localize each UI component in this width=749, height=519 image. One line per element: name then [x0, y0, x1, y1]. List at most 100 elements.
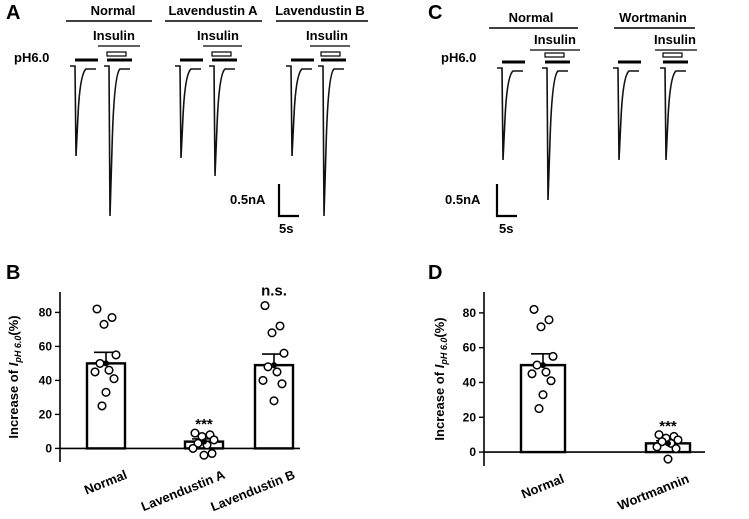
insulin-label-c2: Insulin	[654, 32, 696, 47]
mean-point	[271, 362, 277, 369]
ph-label-a: pH6.0	[14, 50, 49, 65]
bar	[519, 363, 567, 454]
data-point	[190, 428, 200, 438]
trace-c-1-ins	[660, 67, 686, 161]
y-tick-label: 60	[463, 341, 477, 355]
y-tick-label: 0	[469, 445, 476, 459]
y-tick-label: 20	[463, 410, 477, 424]
x-category-label: Normal	[519, 471, 566, 502]
data-point	[260, 301, 270, 311]
y-tick-label: 40	[463, 375, 477, 389]
scale-time-label-a: 5s	[279, 221, 293, 236]
insulin-bar-c-0	[544, 52, 565, 58]
insulin-label-a1: Insulin	[93, 28, 135, 43]
significance-label: ***	[659, 418, 677, 435]
x-category-label: Normal	[82, 467, 129, 498]
data-point	[267, 328, 277, 338]
insulin-label-c1: Insulin	[534, 32, 576, 47]
y-tick-label: 80	[39, 305, 53, 319]
data-point	[277, 379, 287, 389]
significance-label: ***	[195, 416, 213, 433]
scale-current-label-a: 0.5nA	[230, 192, 266, 207]
scale-current-label-c: 0.5nA	[445, 192, 481, 207]
y-tick-label: 80	[463, 306, 477, 320]
data-point	[263, 362, 273, 372]
bar-chart-d: 0 20 40 60 80 Increase of IpH 6.0(%) Normal ***…	[432, 292, 705, 513]
scale-time-label-c: 5s	[499, 221, 513, 236]
trace-header-lavendustin-a: Lavendustin A	[168, 3, 258, 18]
data-point	[188, 443, 198, 453]
trace-a-1-ins	[209, 65, 235, 177]
scale-bar-c	[495, 184, 517, 218]
y-tick-label: 0	[45, 441, 52, 455]
data-point	[671, 444, 681, 454]
data-point	[99, 319, 109, 329]
data-point	[529, 304, 539, 314]
data-point	[538, 390, 548, 400]
trace-header-normal-a: Normal	[91, 3, 136, 18]
scale-bar-a	[277, 184, 299, 218]
mean-point	[540, 362, 546, 369]
trace-a-1-ctrl	[175, 65, 201, 159]
insulin-bar-a-1	[211, 51, 232, 57]
data-point	[269, 396, 279, 406]
data-point	[544, 315, 554, 325]
data-point	[107, 312, 117, 323]
trace-a-0-ins	[104, 65, 130, 217]
panel-label-b: B	[6, 262, 20, 284]
y-axis-label: Increase of IpH 6.0(%)	[432, 317, 449, 440]
trace-c-0-ins	[542, 67, 568, 201]
data-point	[104, 365, 114, 375]
data-point	[207, 448, 217, 459]
mean-point	[201, 438, 207, 445]
trace-header-wortmanin: Wortmanin	[619, 10, 687, 25]
y-tick-label: 40	[39, 373, 53, 387]
x-category-label: Wortmannin	[615, 471, 691, 513]
data-point	[92, 304, 102, 314]
data-point	[258, 375, 268, 385]
mean-point	[103, 360, 109, 367]
data-point	[548, 351, 558, 361]
significance-label: n.s.	[261, 283, 287, 300]
current-traces	[70, 51, 688, 217]
trace-a-0-ctrl	[70, 65, 96, 157]
data-point	[275, 321, 285, 331]
data-point	[199, 450, 209, 460]
data-point	[90, 367, 100, 377]
data-point	[541, 367, 551, 377]
data-point	[97, 401, 107, 411]
panel-label-a: A	[6, 2, 20, 24]
panel-label-c: C	[428, 2, 442, 24]
trace-header-lavendustin-b: Lavendustin B	[275, 3, 365, 18]
y-tick-label: 20	[39, 407, 53, 421]
data-point	[111, 350, 121, 360]
insulin-bar-c-1	[662, 52, 683, 58]
y-tick-label: 60	[39, 339, 53, 353]
ph-label-c: pH6.0	[441, 50, 476, 65]
trace-header-normal-c: Normal	[509, 10, 554, 25]
data-point	[534, 404, 544, 414]
insulin-bar-a-2	[320, 51, 341, 57]
panel-label-d: D	[428, 262, 442, 284]
data-point	[109, 374, 119, 384]
bar-chart-b: 0 20 40 60 80 Increase of IpH 6.0(%) Normal ***…	[6, 283, 300, 514]
data-point	[272, 367, 282, 377]
data-point	[663, 454, 673, 464]
data-point	[209, 435, 219, 445]
data-point	[546, 376, 556, 386]
data-point	[673, 435, 683, 445]
insulin-label-a2: Insulin	[197, 28, 239, 43]
trace-c-0-ctrl	[497, 67, 523, 161]
data-point	[279, 348, 289, 358]
trace-a-2-ins	[318, 65, 344, 217]
trace-a-2-ctrl	[286, 65, 312, 157]
trace-c-1-ctrl	[613, 67, 639, 161]
data-point	[536, 322, 546, 332]
data-point	[101, 387, 111, 397]
data-point	[95, 358, 105, 368]
insulin-bar-a-0	[106, 51, 127, 57]
data-point	[532, 360, 542, 370]
data-point	[527, 369, 537, 379]
data-point	[652, 442, 662, 452]
